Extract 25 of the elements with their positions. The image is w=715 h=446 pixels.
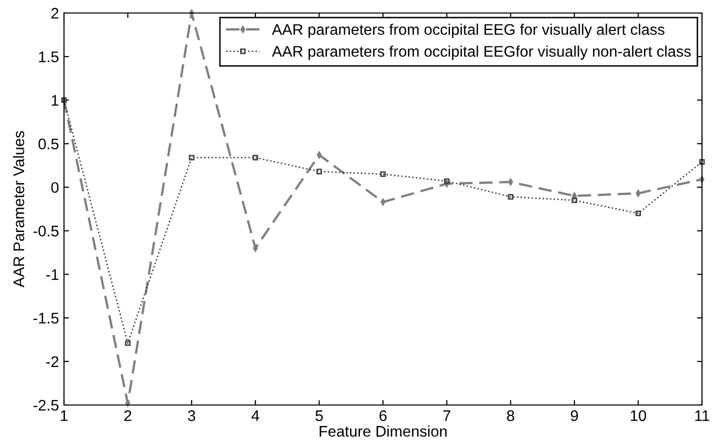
y-tick-label: 0 bbox=[51, 182, 59, 193]
y-tick-label: -0.5 bbox=[33, 226, 58, 236]
x-tick-label: 4 bbox=[252, 410, 260, 421]
y-tick-label: 1.5 bbox=[39, 52, 58, 62]
y-tick-label: 0.5 bbox=[38, 138, 58, 150]
x-tick-label: 9 bbox=[570, 410, 578, 422]
x-tick-label: 1 bbox=[60, 410, 68, 421]
x-tick-label: 8 bbox=[507, 410, 514, 422]
x-tick-label: 2 bbox=[124, 410, 132, 421]
x-tick-label: 11 bbox=[695, 410, 710, 421]
y-tick-label: 2 bbox=[51, 8, 58, 19]
x-tick-label: 6 bbox=[380, 410, 387, 422]
x-tick-label: 5 bbox=[316, 410, 323, 422]
y-tick-label: -1 bbox=[46, 269, 58, 280]
y-tick-label: -2 bbox=[46, 356, 58, 367]
legend-label: AAR parameters from occipital EEGfor visually non-alert class bbox=[272, 46, 691, 60]
legend-label: AAR parameters from occipital EEG for visually alert class bbox=[272, 24, 664, 38]
x-axis-title: Feature Dimension bbox=[320, 425, 447, 437]
x-tick-label: 3 bbox=[188, 410, 196, 422]
y-tick-label: 1 bbox=[52, 95, 58, 106]
y-tick-label: -2.5 bbox=[33, 400, 58, 411]
x-tick-label: 10 bbox=[630, 410, 646, 422]
y-axis-title: AAR Parameter Values bbox=[13, 131, 24, 288]
y-tick-label: -1.5 bbox=[33, 312, 58, 324]
x-tick-label: 7 bbox=[443, 410, 450, 421]
